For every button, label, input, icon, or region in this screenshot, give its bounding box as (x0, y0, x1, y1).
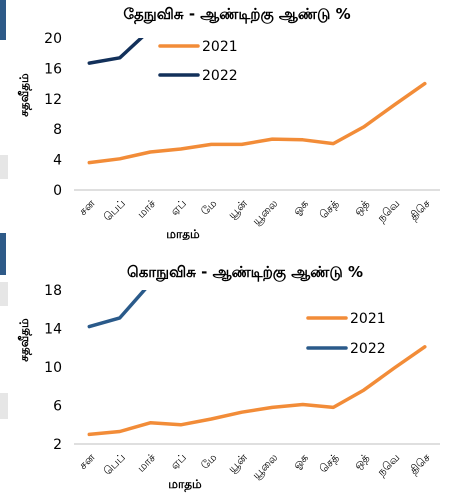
chart-title: கொநுவிசு - ஆண்டிற்கு ஆண்டு % (127, 263, 363, 282)
x-tick-label: திசெ (407, 451, 433, 477)
y-tick-label: 6 (53, 399, 62, 415)
x-axis-label: மாதம் (166, 227, 200, 240)
x-tick-label: மே (198, 451, 219, 472)
x-tick-label: ஏப் (168, 197, 189, 218)
x-tick-label: நவெ (375, 197, 403, 225)
x-axis-label: மாதம் (168, 477, 202, 492)
legend-label-2022: 2022 (350, 341, 386, 357)
section-marker-2 (0, 233, 6, 275)
series-line-2022 (87, 290, 147, 329)
x-tick-label: மாச் (135, 197, 159, 221)
x-tick-label: மாச் (135, 451, 159, 475)
x-tick-label: மே (198, 197, 219, 218)
x-tick-label: பெப் (101, 451, 128, 478)
x-tick-label: ஒத் (351, 451, 372, 472)
x-tick-label: பெப் (101, 197, 128, 224)
side-tab-3 (0, 393, 8, 419)
side-tab-1 (0, 155, 8, 179)
x-tick-label: ஓக (290, 197, 311, 218)
section-marker-1 (0, 0, 6, 40)
chart-headline-inflation: தேநுவிசு - ஆண்டிற்கு ஆண்டு % 0 4 8 12 16 20 சன ப… (17, 5, 440, 240)
x-tick-label: சன (76, 197, 97, 218)
x-tick-label: செத் (317, 197, 342, 222)
x-tick-label: யூன் (225, 451, 250, 476)
series-line-2022 (87, 38, 144, 65)
y-tick-label: 14 (44, 322, 62, 338)
x-tick-label: நவெ (375, 451, 403, 479)
legend-label-2021: 2021 (202, 39, 238, 55)
y-tick-label: 0 (53, 183, 62, 199)
y-tick-label: 4 (53, 153, 62, 169)
x-tick-label: ஒத் (351, 197, 372, 218)
side-tab-2 (0, 282, 8, 306)
y-tick-label: 8 (53, 122, 62, 138)
y-tick-label: 10 (44, 360, 62, 376)
y-tick-label: 20 (44, 31, 62, 47)
y-tick-label: 12 (44, 92, 62, 108)
y-tick-label: 18 (44, 283, 62, 299)
y-tick-label: 16 (44, 61, 62, 77)
x-tick-label: ஓக (290, 451, 311, 472)
x-tick-label: ஏப் (168, 451, 189, 472)
x-tick-label: செத் (317, 451, 342, 476)
x-tick-label: சன (76, 451, 97, 472)
y-tick-label: 2 (53, 437, 62, 453)
x-tick-label: யூலை (250, 197, 281, 228)
chart-core-inflation: கொநுவிசு - ஆண்டிற்கு ஆண்டு % 2 6 10 14 18 சன பெ… (17, 263, 440, 492)
x-tick-label: திசெ (407, 197, 433, 223)
legend-label-2021: 2021 (350, 311, 386, 327)
x-tick-label: யூலை (250, 451, 281, 482)
y-axis-label: சதவீதம் (17, 318, 32, 362)
chart-title: தேநுவிசு - ஆண்டிற்கு ஆண்டு % (123, 5, 350, 24)
legend-label-2022: 2022 (202, 68, 238, 84)
series-line-2021 (87, 81, 427, 165)
x-tick-label: யூன் (225, 197, 250, 222)
series-line-2021 (87, 345, 427, 437)
y-axis-label: சதவீதம் (17, 73, 32, 117)
